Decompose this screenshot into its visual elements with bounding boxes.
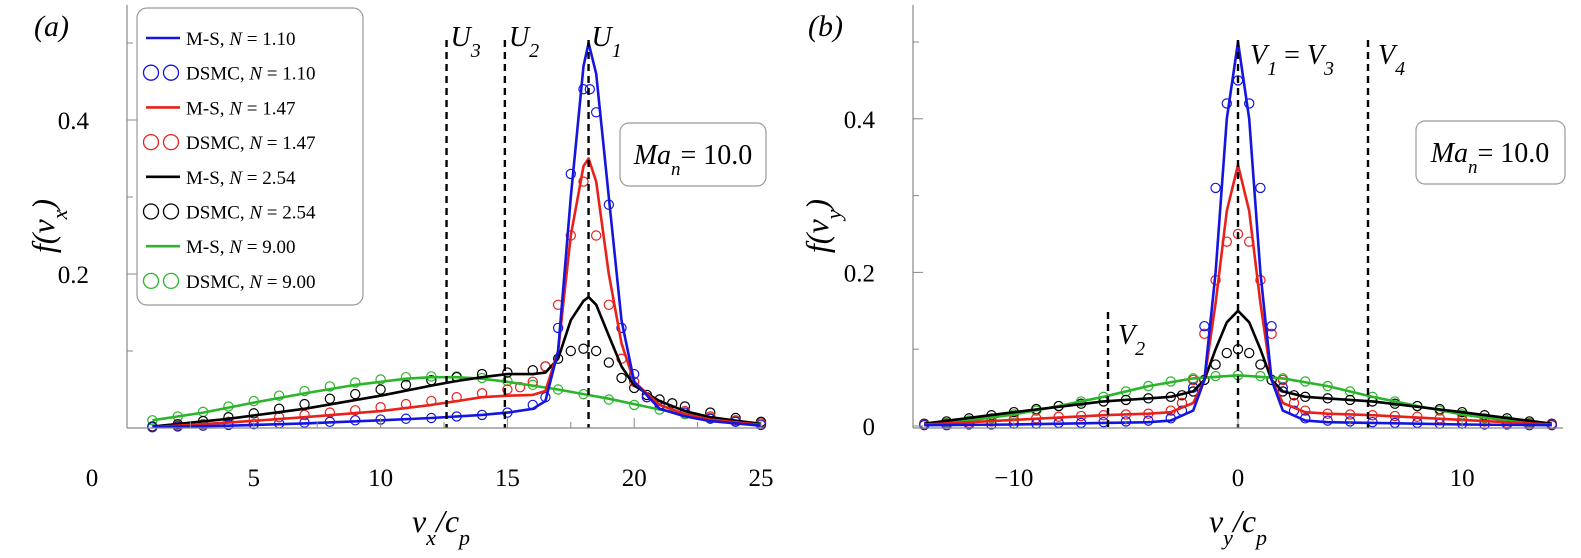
legend-box — [136, 7, 364, 306]
panel-a-x-tick-label: 15 — [495, 465, 520, 492]
panel-a-marker — [603, 357, 615, 368]
panel-a-series-layer — [147, 41, 767, 433]
panel-a-marker — [350, 388, 361, 400]
panel-a-x-tick-label: 10 — [368, 465, 393, 492]
panel-a-marker — [584, 83, 596, 95]
panel-a-marker — [590, 345, 602, 357]
panel-a-y-axis-title: f(vx) — [25, 199, 72, 253]
panel-a-x-tick-label: 25 — [749, 465, 774, 492]
legend-marker-swatch — [142, 64, 160, 81]
panel-a-vline-label: U1 — [592, 22, 622, 62]
panel-a-marker — [578, 343, 589, 354]
legend-marker-swatch — [142, 133, 160, 151]
panel-b-marker — [1221, 347, 1232, 359]
panel-a-y-tick-label: 0.2 — [58, 262, 89, 289]
legend-marker-swatch — [142, 203, 160, 220]
panel-b-x-tick-label: −10 — [994, 465, 1033, 492]
panel-b-label: (b) — [808, 10, 843, 43]
legend-entry-label: M-S, N = 9.00 — [186, 237, 295, 258]
panel-b-vline-label: V2 — [1118, 320, 1145, 360]
panel-b-axes: 0 0.2 0.4 −10 0 10 — [844, 5, 1563, 492]
panel-b-marker — [1143, 415, 1154, 426]
panel-a-marker — [502, 367, 513, 378]
panel-a-annotation-text: Man= 10.0 — [633, 140, 753, 180]
legend-marker-swatch — [162, 64, 180, 81]
panel-b-y-tick-label: 0.2 — [844, 260, 875, 287]
panel-a-marker — [350, 405, 361, 416]
legend-marker-swatch — [142, 272, 160, 290]
panel-a: U3 U2 U1 0.20.40 5 10 15 20 25 (a) vx/cp f(vx) … — [25, 5, 774, 550]
panel-a-marker — [578, 176, 589, 187]
panel-b-y-axis-title: f(vy) — [799, 199, 846, 253]
panel-b-vline-label: V4 — [1378, 40, 1405, 80]
panel-b-reference-lines: V2 V1 = V3 V4 — [1106, 40, 1405, 428]
panel-a-marker — [299, 385, 310, 397]
panel-a-annotation-box — [619, 122, 767, 187]
legend-entry-label: DSMC, N = 9.00 — [186, 272, 316, 293]
panel-b-marker — [1210, 182, 1221, 194]
panel-b-marker — [1221, 98, 1232, 109]
legend-entry-label: DSMC, N = 1.47 — [186, 133, 316, 154]
legend-entry-label: M-S, N = 2.54 — [186, 168, 296, 189]
panel-b-x-tick-label: 0 — [1232, 465, 1245, 492]
panel-a-axes: 0.2 0.4 0 5 10 15 20 25 — [58, 5, 774, 492]
panel-a-curve — [152, 41, 762, 429]
panel-a-marker — [552, 322, 564, 334]
panel-a-marker — [299, 409, 310, 421]
panel-b-x-tick-label: 10 — [1450, 465, 1475, 492]
panel-b-marker — [1322, 415, 1333, 426]
panel-a-marker — [375, 374, 386, 385]
panel-a-marker — [565, 345, 577, 357]
panel-a-marker — [616, 372, 627, 384]
panel-b-y-tick-label: 0 — [863, 414, 876, 441]
panel-a-marker — [273, 390, 285, 401]
panel-a-vline-label: U3 — [451, 22, 481, 62]
panel-a-x-axis-title: vx/cp — [412, 503, 470, 550]
legend: M-S, N = 1.10 DSMC, N = 1.10 M-S, N = 1.47… — [136, 7, 364, 306]
panel-a-x-tick-label: 20 — [622, 465, 647, 492]
panel-b-marker — [1255, 182, 1266, 194]
panel-a-marker — [603, 299, 615, 310]
panel-a-reference-lines: U3 U2 U1 — [445, 22, 622, 428]
panel-b-y-tick-label: 0.4 — [844, 107, 876, 134]
panel-a-curve — [152, 157, 762, 429]
panel-b-marker — [1244, 347, 1255, 359]
legend-entry-label: DSMC, N = 1.10 — [186, 64, 316, 85]
panel-a-vline-label: U2 — [509, 22, 539, 62]
panel-a-marker — [350, 377, 361, 388]
panel-b-x-axis-title: vy/cp — [1209, 503, 1267, 550]
legend-entry-label: DSMC, N = 2.54 — [186, 203, 316, 224]
legend-marker-swatch — [162, 203, 180, 220]
panel-a-x-tick-label: 0 — [86, 465, 99, 492]
panel-b: V2 V1 = V3 V4 0 0.2 0.4 −10 0 10 (b) vy/cp f(vy… — [799, 5, 1566, 550]
legend-marker-swatch — [162, 272, 180, 290]
panel-b-marker — [1244, 98, 1255, 109]
legend-marker-swatch — [162, 133, 180, 151]
panel-a-marker — [324, 381, 336, 392]
panel-b-vline-label: V1 = V3 — [1250, 40, 1334, 80]
panel-a-x-tick-label: 5 — [248, 465, 261, 492]
panel-b-annotation-text: Man= 10.0 — [1430, 138, 1550, 178]
panel-a-marker — [565, 168, 577, 180]
panel-a-label: (a) — [34, 10, 69, 43]
panel-a-y-tick-label: 0.4 — [58, 108, 90, 135]
panel-a-marker — [324, 393, 336, 404]
legend-entry-label: M-S, N = 1.10 — [186, 29, 295, 50]
panel-b-annotation-box — [1415, 120, 1566, 185]
legend-entry-label: M-S, N = 1.47 — [186, 98, 295, 119]
panel-a-marker — [375, 384, 386, 395]
panel-a-marker — [502, 384, 513, 395]
panel-a-marker — [590, 230, 602, 241]
panel-a-marker — [248, 408, 259, 419]
